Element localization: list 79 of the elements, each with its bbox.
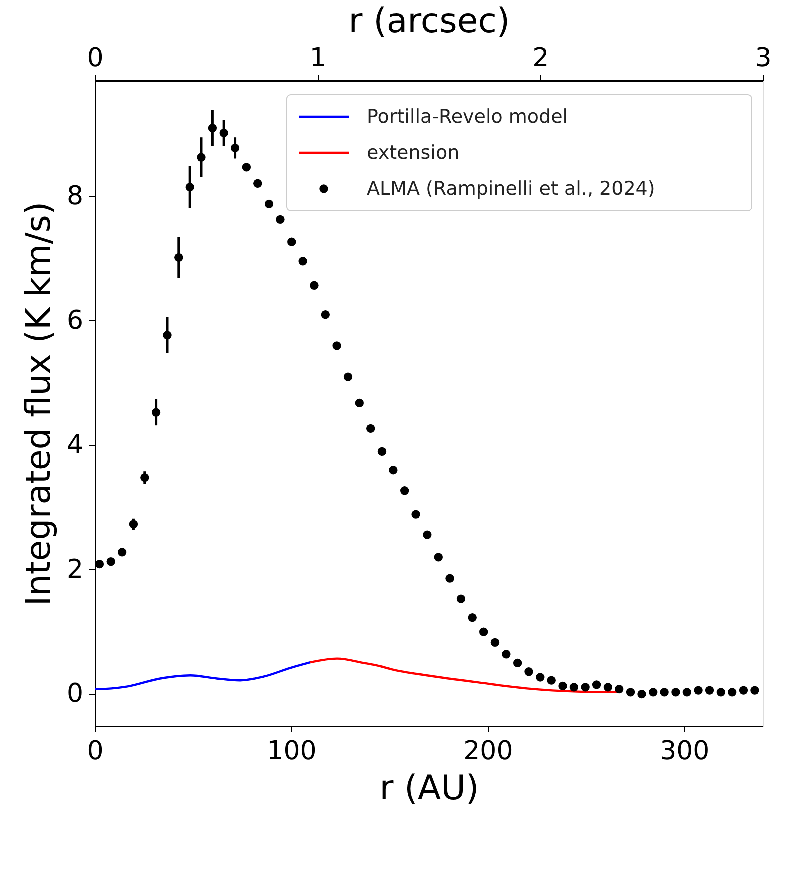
point <box>389 466 398 475</box>
x2-tick-label: 2 <box>532 44 550 74</box>
point <box>332 342 342 350</box>
point <box>298 257 308 266</box>
point <box>694 686 703 695</box>
point <box>513 658 522 668</box>
point <box>355 398 364 408</box>
point <box>750 686 760 695</box>
point <box>152 408 161 417</box>
y-tick-label: 2 <box>66 554 84 585</box>
x-axis-title: r (AU) <box>380 768 480 808</box>
point <box>378 447 387 456</box>
legend-label: extension <box>367 142 460 164</box>
point <box>547 676 556 685</box>
point <box>344 372 353 382</box>
point <box>366 424 376 434</box>
x-tick-label: 300 <box>660 736 710 766</box>
point <box>412 510 420 519</box>
y-tick-label: 4 <box>66 430 84 460</box>
y-tick-label: 0 <box>66 679 84 710</box>
point <box>524 668 534 676</box>
x2-axis-title: r (arcsec) <box>348 2 510 42</box>
x2-tick-label: 0 <box>87 44 104 74</box>
point <box>288 238 296 246</box>
x-tick-label: 200 <box>464 736 514 766</box>
point <box>660 688 669 697</box>
point <box>129 520 138 529</box>
point <box>140 474 150 482</box>
point <box>468 613 477 622</box>
point <box>456 594 466 604</box>
x-tick-label: 100 <box>267 736 317 766</box>
point <box>728 688 737 697</box>
point <box>570 683 579 692</box>
point <box>558 682 568 691</box>
point <box>400 486 410 496</box>
point <box>536 673 545 682</box>
point <box>672 688 680 697</box>
point <box>163 331 172 340</box>
y-axis-title: Integrated flux (K km/s) <box>18 202 59 606</box>
point <box>197 153 206 162</box>
point <box>638 690 646 699</box>
y-tick-label: 8 <box>66 182 84 212</box>
point <box>230 144 240 152</box>
point <box>321 310 330 320</box>
point <box>649 688 658 697</box>
point <box>220 128 228 138</box>
point <box>479 628 488 636</box>
point <box>604 683 613 692</box>
point <box>264 200 274 208</box>
point <box>242 163 252 172</box>
point <box>739 686 748 695</box>
legend-label: Portilla-Revelo model <box>367 106 568 128</box>
point <box>716 688 726 697</box>
x2-tick-label: 3 <box>755 44 772 74</box>
point <box>95 560 104 569</box>
point <box>174 253 184 262</box>
legend-label: ALMA (Rampinelli et al., 2024) <box>367 178 656 200</box>
x2-tick-label: 1 <box>310 44 326 74</box>
point <box>118 548 127 557</box>
point <box>186 183 194 192</box>
point <box>254 179 262 188</box>
point <box>208 124 218 133</box>
line-series <box>95 661 312 690</box>
point <box>682 688 692 697</box>
point <box>434 553 443 562</box>
point <box>106 557 116 566</box>
point <box>592 680 602 690</box>
point <box>626 688 636 697</box>
point <box>615 684 624 694</box>
point <box>276 215 285 224</box>
point <box>446 574 454 583</box>
y-tick-label: 6 <box>66 306 84 336</box>
point <box>423 530 432 540</box>
point <box>581 683 590 692</box>
point <box>310 281 319 290</box>
x-tick-label: 0 <box>87 736 104 766</box>
point <box>502 650 511 659</box>
point <box>490 638 500 647</box>
point <box>705 686 714 695</box>
